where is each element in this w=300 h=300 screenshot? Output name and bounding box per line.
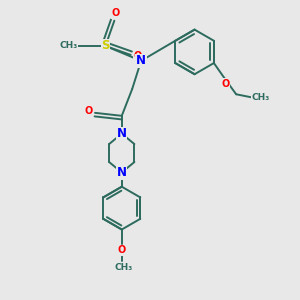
Text: CH₃: CH₃ bbox=[251, 93, 270, 102]
Text: O: O bbox=[84, 106, 93, 116]
Text: O: O bbox=[134, 51, 142, 62]
Text: O: O bbox=[222, 79, 230, 89]
Text: O: O bbox=[118, 245, 126, 255]
Text: N: N bbox=[136, 54, 146, 67]
Text: CH₃: CH₃ bbox=[114, 263, 132, 272]
Text: N: N bbox=[117, 127, 127, 140]
Text: CH₃: CH₃ bbox=[59, 41, 77, 50]
Text: S: S bbox=[101, 40, 110, 52]
Text: N: N bbox=[117, 166, 127, 179]
Text: O: O bbox=[112, 8, 120, 18]
